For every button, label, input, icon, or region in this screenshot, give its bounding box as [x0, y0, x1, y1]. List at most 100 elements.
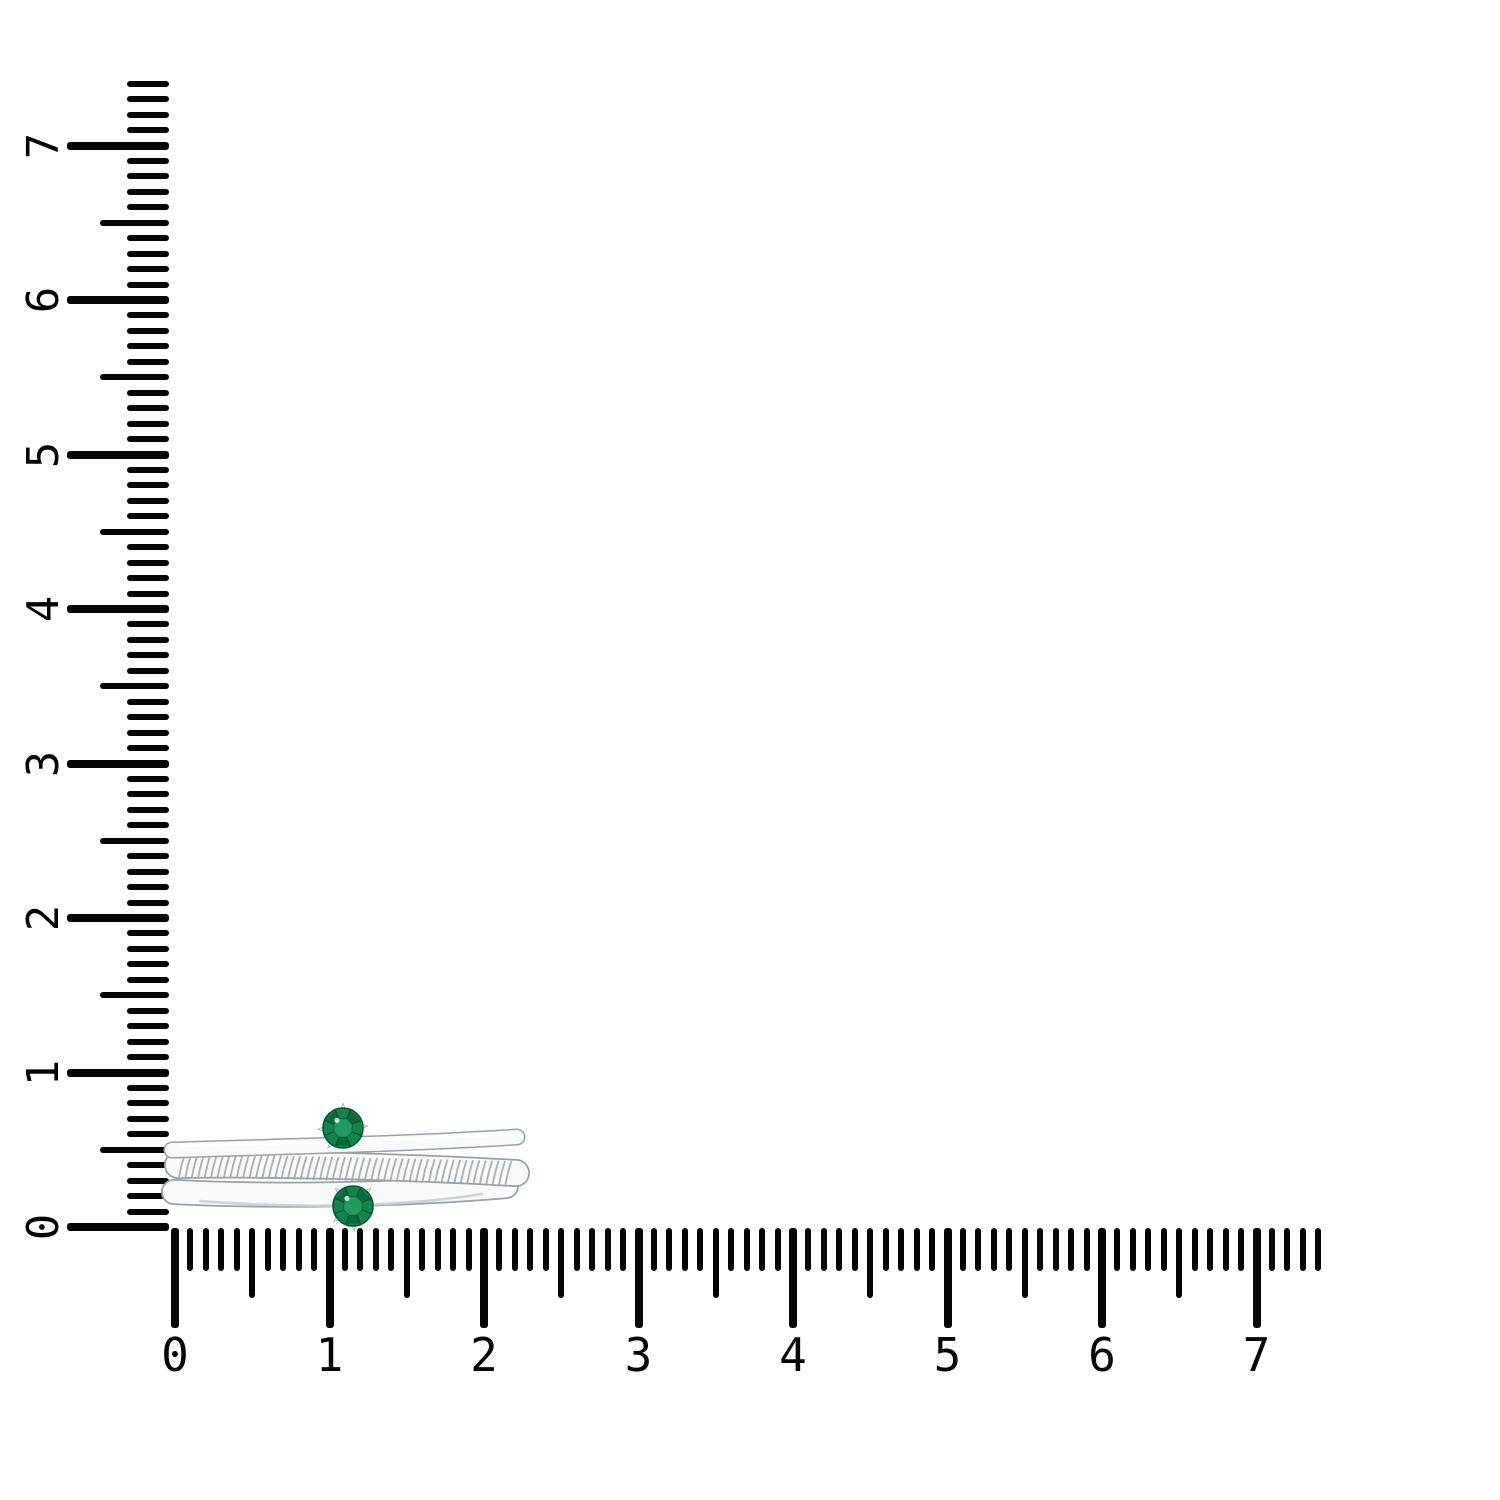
- v-ruler-tick: [127, 714, 169, 721]
- h-ruler-tick: [1098, 1228, 1106, 1328]
- h-ruler-tick: [712, 1228, 719, 1298]
- v-ruler-label-2: 2: [18, 904, 69, 932]
- h-ruler-tick: [1252, 1228, 1261, 1328]
- gem-sparkle: [344, 1195, 350, 1201]
- h-ruler-tick: [1222, 1228, 1229, 1271]
- h-ruler-tick: [1068, 1228, 1075, 1271]
- h-ruler-tick: [1191, 1228, 1198, 1271]
- gem-facet-lines: [325, 1110, 361, 1146]
- v-ruler-tick: [127, 945, 169, 952]
- h-ruler-tick: [805, 1228, 812, 1271]
- h-ruler-tick: [558, 1228, 565, 1298]
- v-ruler-tick: [127, 204, 169, 211]
- v-ruler-tick: [127, 1054, 169, 1061]
- emerald-gem: [332, 1185, 374, 1232]
- v-ruler-tick: [100, 219, 169, 226]
- emerald-gem: [317, 1102, 369, 1149]
- v-ruler-tick: [67, 605, 169, 613]
- v-ruler-tick: [127, 590, 169, 597]
- h-ruler-label-7: 7: [1242, 1328, 1271, 1382]
- ring-image: [161, 1102, 530, 1232]
- h-ruler-tick: [882, 1228, 889, 1271]
- v-ruler-tick: [127, 544, 169, 551]
- h-ruler-tick: [990, 1228, 997, 1271]
- h-ruler-tick: [1083, 1228, 1090, 1271]
- h-ruler-tick: [666, 1228, 673, 1271]
- v-ruler-tick: [127, 729, 169, 736]
- h-ruler-tick: [867, 1228, 874, 1298]
- v-ruler-tick: [127, 559, 169, 566]
- h-ruler-tick: [1129, 1228, 1136, 1271]
- h-ruler-tick: [820, 1228, 827, 1271]
- gem-shadow-facet: [346, 1110, 361, 1125]
- h-ruler-tick: [898, 1228, 905, 1271]
- v-ruler-tick: [127, 188, 169, 195]
- v-ruler-tick: [67, 296, 169, 304]
- v-ruler-tick: [127, 775, 169, 782]
- v-ruler-tick: [67, 914, 169, 922]
- v-ruler-tick: [127, 698, 169, 705]
- v-ruler-tick: [127, 1007, 169, 1014]
- h-ruler-label-2: 2: [470, 1328, 498, 1382]
- h-ruler-tick: [1238, 1228, 1245, 1271]
- h-ruler-label-5: 5: [933, 1328, 962, 1382]
- v-ruler-tick: [127, 173, 169, 180]
- v-ruler-tick: [67, 1068, 169, 1077]
- h-ruler-tick: [929, 1228, 936, 1271]
- v-ruler-tick: [127, 343, 169, 350]
- v-ruler-tick: [127, 466, 169, 473]
- v-ruler-tick: [127, 806, 169, 813]
- v-ruler-label-4: 4: [18, 595, 69, 623]
- h-ruler-tick: [1052, 1228, 1059, 1271]
- h-ruler-tick: [728, 1228, 735, 1271]
- h-ruler-tick: [1006, 1228, 1013, 1271]
- h-ruler-tick: [1021, 1228, 1028, 1298]
- v-ruler-tick: [127, 884, 169, 891]
- h-ruler-tick: [759, 1228, 766, 1271]
- v-ruler-tick: [127, 961, 169, 968]
- v-ruler-tick: [127, 1023, 169, 1030]
- h-ruler-tick: [542, 1228, 549, 1271]
- v-ruler-tick: [127, 1084, 169, 1091]
- h-ruler-tick: [1037, 1228, 1044, 1271]
- v-ruler-tick: [127, 791, 169, 798]
- v-ruler-tick: [100, 528, 169, 535]
- v-ruler-tick: [127, 575, 169, 582]
- v-ruler-tick: [127, 235, 169, 242]
- h-ruler-label-0: 0: [161, 1328, 189, 1382]
- h-ruler-tick: [789, 1228, 797, 1328]
- v-ruler-tick: [127, 636, 169, 643]
- gem-shadow-facet: [335, 1137, 351, 1146]
- h-ruler-label-6: 6: [1088, 1328, 1116, 1382]
- gem-shadow-facet: [356, 1188, 371, 1203]
- h-ruler-tick: [634, 1228, 643, 1328]
- v-ruler-tick: [127, 853, 169, 860]
- v-ruler-tick: [127, 745, 169, 752]
- v-ruler-tick: [67, 450, 169, 459]
- v-ruler-tick: [127, 281, 169, 288]
- h-ruler-tick: [1114, 1228, 1121, 1271]
- h-ruler-tick: [836, 1228, 843, 1271]
- h-ruler-tick: [774, 1228, 781, 1271]
- h-ruler-tick: [959, 1228, 966, 1271]
- v-ruler-tick: [67, 141, 169, 150]
- v-ruler-tick: [127, 822, 169, 829]
- h-ruler-label-3: 3: [624, 1328, 653, 1382]
- h-ruler-tick: [743, 1228, 750, 1271]
- gem-shadow-facet: [345, 1215, 361, 1224]
- v-ruler-tick: [127, 250, 169, 257]
- v-ruler-label-1: 1: [18, 1059, 69, 1086]
- v-ruler-tick: [127, 327, 169, 334]
- v-ruler-tick: [127, 358, 169, 365]
- v-ruler-tick: [127, 497, 169, 504]
- v-ruler-tick: [127, 652, 169, 659]
- h-ruler-tick: [1268, 1228, 1275, 1271]
- v-ruler-tick: [127, 312, 169, 319]
- v-ruler-label-0: 0: [18, 1213, 69, 1241]
- v-ruler-tick: [127, 266, 169, 273]
- h-ruler-tick: [604, 1228, 611, 1271]
- v-ruler-tick: [100, 374, 169, 381]
- v-ruler-tick: [127, 868, 169, 875]
- gem-sparkle: [334, 1117, 340, 1123]
